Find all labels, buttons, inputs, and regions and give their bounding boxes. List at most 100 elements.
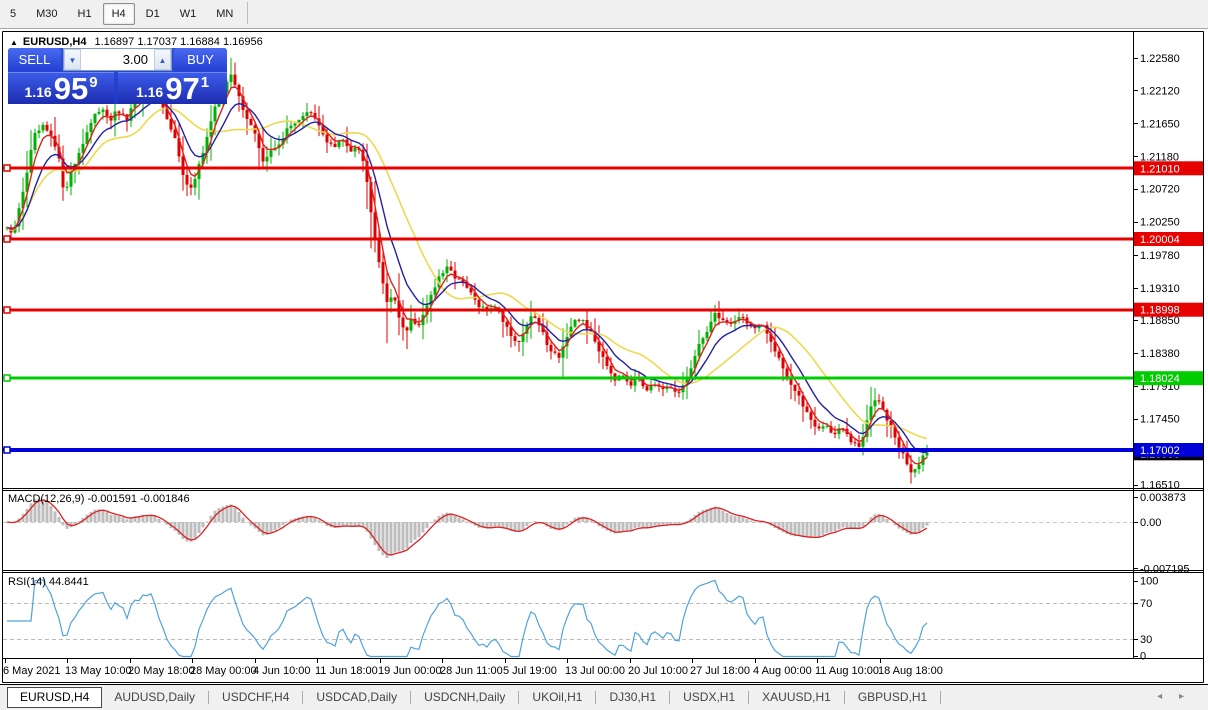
tab-scroll-right-icon[interactable]: ▸ (1178, 691, 1184, 702)
svg-text:1.17002: 1.17002 (1140, 445, 1180, 457)
level-price-label (1134, 371, 1203, 386)
price-axis: 1.22580 1.22120 1.21650 1.21180 1.20720 1.202… (1133, 53, 1203, 663)
candlestick-series (5, 58, 929, 484)
svg-text:1.19310: 1.19310 (1140, 283, 1180, 295)
indicator-levels (3, 522, 1133, 640)
panel-toggle-icon[interactable]: ▲ (10, 38, 18, 47)
symbol-tab-bar: ◂ ▸ EURUSD,H4 AUDUSD,Daily USDCHF,H4 USDCAD… (0, 684, 1208, 710)
svg-text:27 Jul 18:00: 27 Jul 18:00 (690, 665, 750, 677)
macd-signal-line (6, 499, 928, 556)
line-anchor-icon (3, 446, 11, 454)
timeframe-button-H4[interactable]: H4 (102, 3, 135, 25)
svg-text:0.003873: 0.003873 (1140, 492, 1186, 504)
svg-text:18 Aug 18:00: 18 Aug 18:00 (878, 665, 943, 677)
timeframe-toolbar: 5 M30 H1 H4 D1 W1 MN (0, 0, 1208, 29)
timeframe-button-5[interactable]: 5 (10, 8, 17, 20)
tab-separator (208, 691, 210, 705)
bid-price-button[interactable]: 1.16 95 9 (8, 72, 114, 104)
tab-separator (410, 691, 412, 705)
timeframe-button-MN[interactable]: MN (216, 8, 234, 20)
rsi-label: RSI(14) 44.8441 (8, 576, 89, 588)
symbol-tab-AUDUSD-Daily[interactable]: AUDUSD,Daily (114, 690, 196, 704)
line-anchor-icon (3, 235, 11, 243)
tab-separator (748, 691, 750, 705)
svg-text:1.20250: 1.20250 (1140, 217, 1180, 229)
svg-text:70: 70 (1140, 598, 1152, 610)
volume-decrease-button[interactable]: ▼ (64, 49, 81, 70)
level-price-label (1134, 232, 1203, 246)
timeframe-button-W1[interactable]: W1 (179, 8, 197, 20)
tab-scroll-left-icon[interactable]: ◂ (1157, 691, 1163, 702)
svg-text:30: 30 (1140, 634, 1152, 646)
toolbar-separator (247, 1, 249, 24)
tab-separator (518, 691, 520, 705)
svg-text:1.22120: 1.22120 (1140, 85, 1180, 97)
svg-text:13 May 10:00: 13 May 10:00 (65, 665, 132, 677)
macd-label: MACD(12,26,9) -0.001591 -0.001846 (8, 493, 190, 505)
chart-title: ▲ EURUSD,H4 1.16897 1.17037 1.16884 1.1695… (10, 36, 263, 48)
svg-text:1.16510: 1.16510 (1140, 480, 1180, 492)
symbol-tab-GBPUSD-H1[interactable]: GBPUSD,H1 (857, 690, 928, 704)
symbol-tab-UKOil-H1[interactable]: UKOil,H1 (532, 690, 583, 704)
symbol-tab-USDCHF-H4[interactable]: USDCHF,H4 (222, 690, 290, 704)
svg-text:100: 100 (1140, 576, 1158, 588)
svg-text:-0.007195: -0.007195 (1140, 563, 1190, 575)
svg-text:1.20720: 1.20720 (1140, 184, 1180, 196)
bid-price-pipette: 9 (89, 74, 98, 91)
level-price-label (1134, 443, 1203, 457)
level-price-label (1134, 161, 1203, 176)
rsi-line (7, 579, 928, 658)
svg-text:28 Jun 11:00: 28 Jun 11:00 (440, 665, 503, 677)
svg-text:4 Aug 00:00: 4 Aug 00:00 (753, 665, 812, 677)
horizontal-level-lines[interactable] (3, 164, 1133, 454)
line-anchor-icon (3, 164, 11, 172)
timeframe-button-D1[interactable]: D1 (145, 8, 160, 20)
symbol-tab-DJ30-H1[interactable]: DJ30,H1 (609, 690, 657, 704)
svg-text:19 Jun 00:00: 19 Jun 00:00 (378, 665, 442, 677)
symbol-tab-USDCAD-Daily[interactable]: USDCAD,Daily (316, 690, 398, 704)
line-anchor-icon (3, 306, 11, 314)
svg-text:28 May 00:00: 28 May 00:00 (190, 665, 257, 677)
svg-text:1.21650: 1.21650 (1140, 118, 1180, 130)
svg-text:5 Jul 19:00: 5 Jul 19:00 (503, 665, 557, 677)
volume-input[interactable] (81, 49, 154, 70)
tab-separator (595, 691, 597, 705)
volume-increase-button[interactable]: ▲ (154, 49, 171, 70)
ask-price-prefix: 1.16 (135, 84, 164, 100)
svg-text:1.18380: 1.18380 (1140, 348, 1180, 360)
level-price-label (1134, 302, 1203, 317)
ma-slow-line (6, 107, 928, 440)
macd-indicator (5, 498, 929, 559)
ma-fast-line (6, 85, 928, 465)
chart-symbol-label: EURUSD,H4 (22, 36, 87, 48)
buy-button[interactable]: BUY (174, 48, 227, 71)
ask-price-main: 97 (165, 71, 200, 106)
svg-text:1.18024: 1.18024 (1140, 373, 1180, 385)
tab-separator (669, 691, 671, 705)
symbol-tab-EURUSD-H4[interactable]: EURUSD,H4 (7, 687, 103, 708)
symbol-tab-USDX-H1[interactable]: USDX,H1 (683, 690, 736, 704)
panel-dividers[interactable] (2, 31, 1204, 683)
bid-price-prefix: 1.16 (24, 84, 52, 100)
svg-text:0.00: 0.00 (1140, 517, 1161, 529)
bid-price-main: 95 (53, 71, 89, 106)
svg-text:1.17450: 1.17450 (1140, 414, 1180, 426)
svg-text:4 Jun 10:00: 4 Jun 10:00 (253, 665, 311, 677)
line-anchor-icon (3, 374, 11, 382)
sell-button[interactable]: SELL (8, 48, 61, 71)
symbol-tab-USDCNH-Daily[interactable]: USDCNH,Daily (424, 690, 506, 704)
symbol-tab-XAUUSD-H1[interactable]: XAUUSD,H1 (762, 690, 831, 704)
ask-price-pipette: 1 (200, 74, 210, 91)
svg-text:1.22580: 1.22580 (1140, 53, 1180, 65)
timeframe-button-H1[interactable]: H1 (77, 8, 92, 20)
svg-text:1.21180: 1.21180 (1140, 151, 1179, 163)
svg-text:13 Jul 00:00: 13 Jul 00:00 (565, 665, 625, 677)
svg-text:20 May 18:00: 20 May 18:00 (128, 665, 195, 677)
svg-text:1.19780: 1.19780 (1140, 250, 1180, 262)
timeframe-button-M30[interactable]: M30 (36, 8, 58, 20)
ask-price-button[interactable]: 1.16 97 1 (118, 72, 227, 104)
